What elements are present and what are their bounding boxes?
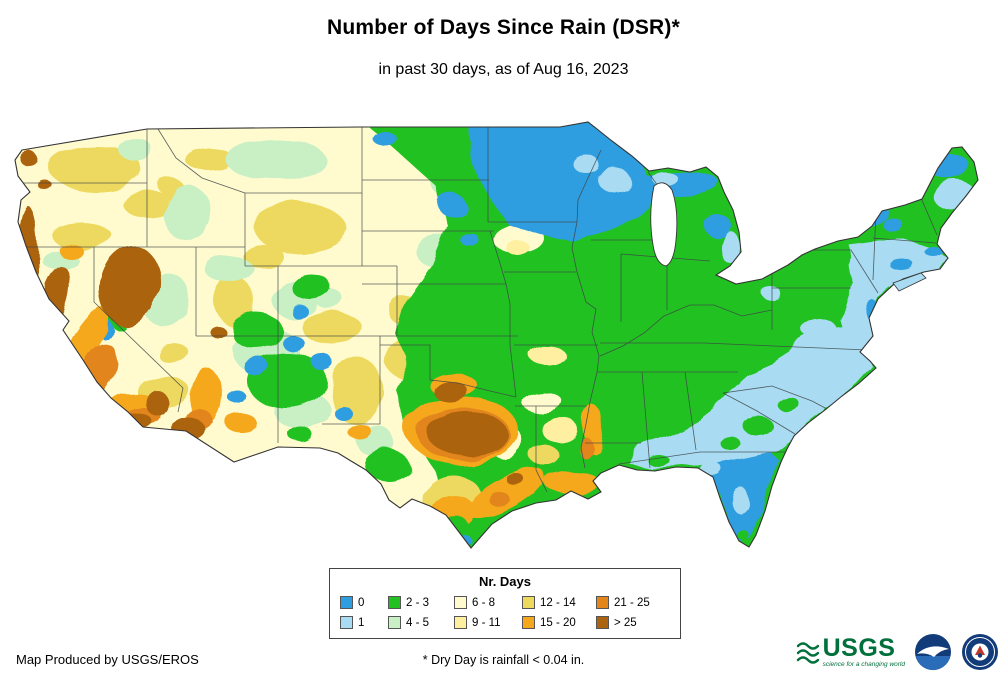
- legend-label: 4 - 5: [406, 616, 430, 629]
- map-legend: Nr. Days 0 1 2 - 3 4 - 5 6 - 8 9 - 11 12 - 14 1…: [329, 568, 681, 639]
- page-title: Number of Days Since Rain (DSR)*: [327, 16, 680, 39]
- legend-label: 1: [358, 616, 365, 629]
- lake-michigan: [650, 182, 678, 267]
- legend-title: Nr. Days: [478, 574, 532, 589]
- dry-day-note: * Dry Day is rainfall < 0.04 in.: [422, 653, 585, 667]
- legend-swatch: [454, 596, 467, 609]
- legend-swatch: [388, 616, 401, 629]
- legend-item: 6 - 8: [454, 594, 518, 611]
- legend-item: 9 - 11: [454, 614, 518, 631]
- legend-grid: 0 1 2 - 3 4 - 5 6 - 8 9 - 11 12 - 14 15 - 20 21 …: [340, 594, 670, 631]
- legend-swatch: [596, 616, 609, 629]
- usgs-wave-icon: [796, 642, 819, 664]
- legend-label: 9 - 11: [472, 616, 501, 629]
- usgs-tagline: science for a changing world: [822, 660, 905, 668]
- legend-item: 15 - 20: [522, 614, 592, 631]
- legend-item: 1: [340, 614, 384, 631]
- legend-swatch: [596, 596, 609, 609]
- legend-label: 6 - 8: [472, 596, 496, 609]
- us-outline: [14, 121, 979, 549]
- legend-item: > 25: [596, 614, 670, 631]
- agency-logos: USGS science for a changing world: [796, 633, 999, 671]
- legend-label: 12 - 14: [540, 596, 576, 609]
- legend-swatch: [340, 596, 353, 609]
- legend-item: 0: [340, 594, 384, 611]
- legend-label: > 25: [614, 616, 637, 629]
- map-credit: Map Produced by USGS/EROS: [16, 652, 199, 667]
- legend-swatch: [522, 596, 535, 609]
- legend-label: 2 - 3: [406, 596, 430, 609]
- legend-item: 4 - 5: [388, 614, 450, 631]
- legend-item: 21 - 25: [596, 594, 670, 611]
- legend-swatch: [340, 616, 353, 629]
- legend-item: 2 - 3: [388, 594, 450, 611]
- legend-label: 0: [358, 596, 365, 609]
- legend-item: 12 - 14: [522, 594, 592, 611]
- nws-logo-icon: [962, 634, 998, 670]
- state-borders: [15, 127, 938, 493]
- usgs-wordmark: USGS: [822, 633, 896, 662]
- legend-swatch: [454, 616, 467, 629]
- legend-label: 15 - 20: [540, 616, 576, 629]
- map-fill-regions: [15, 122, 978, 548]
- legend-swatch: [388, 596, 401, 609]
- long-island: [892, 272, 927, 292]
- noaa-logo-icon: [915, 634, 951, 671]
- page-subtitle: in past 30 days, as of Aug 16, 2023: [378, 61, 629, 78]
- legend-label: 21 - 25: [614, 596, 650, 609]
- legend-swatch: [522, 616, 535, 629]
- usgs-logo: USGS science for a changing world: [796, 633, 905, 669]
